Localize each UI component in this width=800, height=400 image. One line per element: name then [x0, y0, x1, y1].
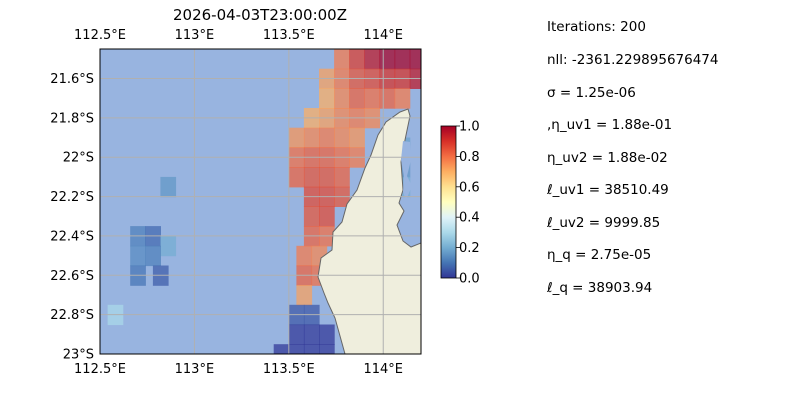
- y-tick-label: 22.4°S: [50, 229, 94, 244]
- heatmap-cell: [379, 88, 396, 109]
- heatmap-cell: [160, 176, 177, 198]
- heatmap-cell: [303, 167, 320, 188]
- x-tick-label-top: 113.5°E: [263, 28, 315, 43]
- heatmap-cell: [303, 344, 320, 354]
- y-tick-label: 22°S: [63, 151, 94, 166]
- colorbar-tick-label: 1.0: [459, 120, 480, 135]
- heatmap-cell: [303, 127, 320, 148]
- colorbar-tick-label: 0.2: [459, 241, 480, 256]
- heatmap-cell: [319, 167, 335, 188]
- y-tick-label: 23°S: [63, 348, 94, 363]
- stat-ell-uv2: ℓ_uv2 = 9999.85: [547, 215, 661, 231]
- heatmap-cell: [409, 49, 421, 70]
- x-tick-label-bottom: 112.5°E: [74, 362, 126, 377]
- x-tick-label-top: 114°E: [363, 28, 403, 43]
- x-ticks-top: 112.5°E 113°E 113.5°E 114°E: [74, 28, 403, 43]
- gridlines: [100, 49, 421, 354]
- colorbar-tick-label: 0.8: [459, 150, 480, 165]
- x-tick-label-bottom: 113.5°E: [263, 362, 315, 377]
- map-area: [100, 49, 421, 354]
- heatmap-cell: [273, 344, 290, 354]
- stat-nll: nll: -2361.229895676474: [547, 52, 719, 68]
- heatmap-cell: [349, 88, 365, 109]
- chart-title: 2026-04-03T23:00:00Z: [173, 6, 347, 24]
- heatmap-cell: [319, 206, 335, 227]
- heatmap-cell: [303, 324, 320, 345]
- heatmap-cell: [288, 127, 305, 148]
- heatmap-cell: [288, 167, 305, 188]
- heatmap-cell: [160, 235, 177, 257]
- stat-eta-q: η_q = 2.75e-05: [547, 247, 652, 263]
- heatmap-cell: [319, 127, 335, 148]
- x-ticks-bottom: 112.5°E 113°E 113.5°E 114°E: [74, 362, 403, 377]
- x-tick-label-bottom: 113°E: [175, 362, 215, 377]
- colorbar-tick-label: 0.6: [459, 180, 480, 195]
- heatmap-cell: [145, 245, 161, 267]
- heatmap-cell: [334, 167, 350, 188]
- stat-eta-uv1: ,η_uv1 = 1.88e-01: [547, 117, 673, 133]
- x-tick-label-bottom: 114°E: [363, 362, 403, 377]
- x-tick-label-top: 113°E: [175, 28, 215, 43]
- heatmap-cell: [296, 285, 313, 306]
- stat-ell-q: ℓ_q = 38903.94: [547, 280, 653, 296]
- heatmap-cell: [303, 206, 320, 227]
- heatmap-cell: [288, 324, 305, 345]
- map-frame: [99, 48, 422, 355]
- stat-eta-uv2: η_uv2 = 1.88e-02: [547, 150, 668, 166]
- stat-sigma: σ = 1.25e-06: [547, 85, 636, 101]
- colorbar-tick-label: 0.0: [459, 272, 480, 287]
- y-tick-label: 22.2°S: [50, 190, 94, 205]
- heatmap-cell: [334, 49, 350, 70]
- heatmap-cell: [364, 49, 381, 70]
- y-ticks: 21.6°S 21.8°S 22°S 22.2°S 22.4°S 22.6°S 22.8°S…: [50, 72, 94, 362]
- heatmap-cell: [349, 49, 365, 70]
- heatmap-cell: [394, 49, 411, 70]
- heatmap-cell: [319, 344, 335, 354]
- heatmap-cell: [296, 245, 313, 267]
- colorbar-ticks: 0.0 0.2 0.4 0.6 0.8 1.0: [456, 120, 480, 287]
- heatmap-cell: [288, 344, 305, 354]
- colorbar-tick-label: 0.4: [459, 211, 480, 226]
- heatmap-cell: [319, 324, 335, 345]
- y-tick-label: 21.8°S: [50, 111, 94, 126]
- y-tick-label: 21.6°S: [50, 72, 94, 87]
- inlet-water: [401, 141, 412, 200]
- colorbar-gradient: [440, 125, 457, 279]
- x-tick-label-top: 112.5°E: [74, 28, 126, 43]
- colorbar: 0.0 0.2 0.4 0.6 0.8 1.0: [440, 120, 480, 287]
- heatmap-cell: [130, 245, 146, 267]
- stat-ell-uv1: ℓ_uv1 = 38510.49: [547, 182, 669, 198]
- heatmap-cell: [334, 88, 350, 109]
- land: [317, 108, 421, 354]
- heatmap-cell: [334, 127, 350, 148]
- heatmap-cell: [319, 88, 335, 109]
- y-tick-label: 22.8°S: [50, 308, 94, 323]
- y-tick-label: 22.6°S: [50, 269, 94, 284]
- heatmap-cell: [394, 88, 411, 109]
- stat-iterations: Iterations: 200: [547, 19, 646, 35]
- heatmap-cell: [364, 88, 381, 109]
- heatmap-cell: [379, 49, 396, 70]
- heatmap-cell: [349, 127, 365, 148]
